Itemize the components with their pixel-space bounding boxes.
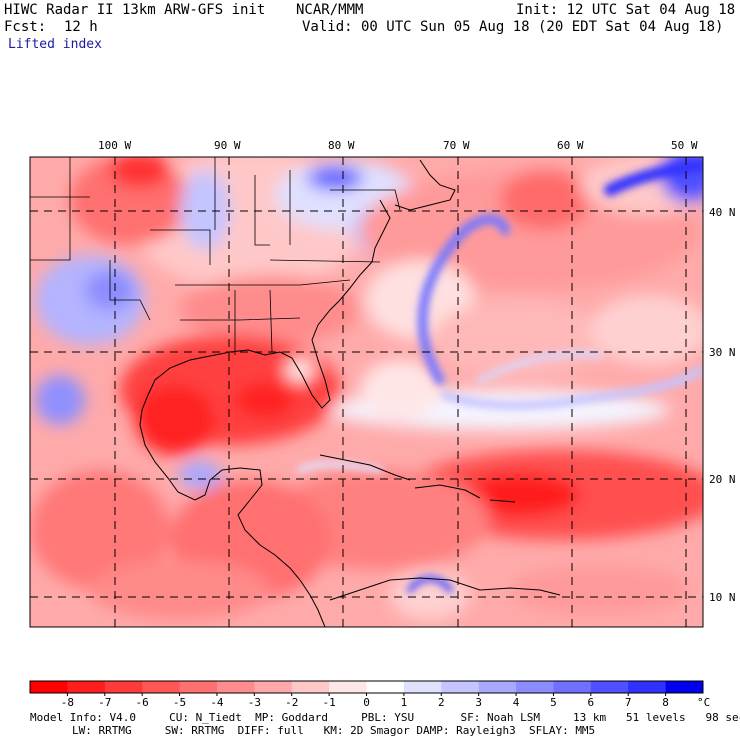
colorbar-swatch (142, 681, 181, 693)
colorbar-tick-label: 2 (438, 696, 445, 709)
colorbar-tick-label: 5 (550, 696, 557, 709)
colorbar-tick-label: -5 (173, 696, 186, 709)
colorbar-swatch (553, 681, 592, 693)
colorbar-tick-label: 7 (625, 696, 632, 709)
colorbar-swatch (291, 681, 330, 693)
lat-label: 40 N (709, 206, 736, 219)
colorbar: -8 -7 -6 -5 -4 -3 -2 -1 0 1 2 3 4 5 6 7 8 °C (29, 680, 710, 709)
colorbar-swatch (441, 681, 480, 693)
colorbar-tick-label: -7 (98, 696, 111, 709)
colorbar-swatch (329, 681, 367, 693)
colorbar-tick-label: -8 (61, 696, 74, 709)
colorbar-swatch (254, 681, 293, 693)
init-time: Init: 12 UTC Sat 04 Aug 18 (516, 2, 736, 18)
colorbar-tick-label: -6 (136, 696, 149, 709)
borders (30, 157, 401, 355)
forecast-hour: 12 h (64, 19, 98, 35)
colorbar-unit: °C (697, 696, 710, 709)
colorbar-tick-label: 6 (588, 696, 595, 709)
colorbar-tick-label: -2 (285, 696, 298, 709)
valid-time: Valid: 00 UTC Sun 05 Aug 18 (20 EDT Sat … (302, 19, 724, 35)
colorbar-swatch (104, 681, 143, 693)
colorbar-swatch (590, 681, 629, 693)
lon-label: 80 W (328, 139, 355, 152)
lon-label: 50 W (671, 139, 698, 152)
colorbar-swatch (216, 681, 255, 693)
colorbar-swatch (179, 681, 218, 693)
model-info-line-2: LW: RRTMG SW: RRTMG DIFF: full KM: 2D Sm… (72, 724, 596, 737)
colorbar-swatch (67, 681, 106, 693)
lon-label: 60 W (557, 139, 584, 152)
org-label: NCAR/MMM (296, 2, 364, 18)
lon-label: 100 W (98, 139, 132, 152)
colorbar-swatch (516, 681, 554, 693)
colorbar-tick-label: 1 (401, 696, 408, 709)
lat-label: 30 N (709, 346, 736, 359)
colorbar-swatch (30, 681, 68, 693)
lon-label: 90 W (214, 139, 241, 152)
colorbar-tick-label: -1 (322, 696, 335, 709)
model-info-line-1: Model Info: V4.0 CU: N_Tiedt MP: Goddard… (30, 711, 740, 724)
lat-label: 10 N (709, 591, 736, 604)
colorbar-tick-label: 8 (662, 696, 669, 709)
map-frame (29, 156, 704, 628)
colorbar-swatch (478, 681, 517, 693)
colorbar-tick-label: 4 (513, 696, 520, 709)
colorbar-swatch (403, 681, 442, 693)
coastlines (139, 159, 561, 627)
forecast-label: Fcst: (4, 19, 47, 35)
colorbar-swatch (628, 681, 667, 693)
lon-label: 70 W (443, 139, 470, 152)
lat-label: 20 N (709, 473, 736, 486)
colorbar-tick-label: 3 (475, 696, 482, 709)
colorbar-swatch (366, 681, 405, 693)
field-name: Lifted index (8, 37, 102, 52)
lat-lon-grid (30, 157, 703, 627)
model-title: HIWC Radar II 13km ARW-GFS init (4, 2, 266, 18)
lifted-index-field (30, 157, 703, 627)
colorbar-tick-label: -3 (248, 696, 261, 709)
colorbar-tick-label: -4 (210, 696, 224, 709)
colorbar-swatch (665, 681, 704, 693)
colorbar-tick-label: 0 (363, 696, 370, 709)
